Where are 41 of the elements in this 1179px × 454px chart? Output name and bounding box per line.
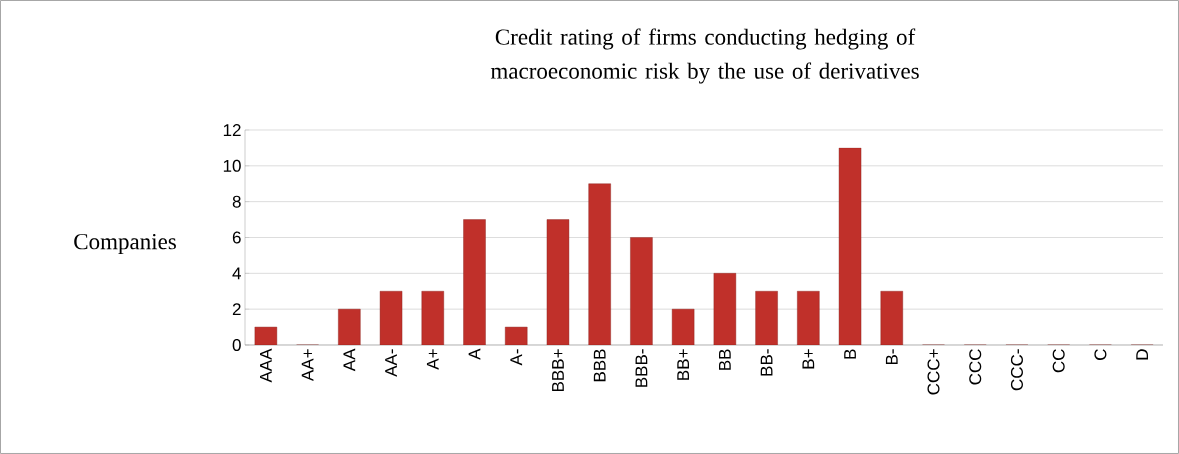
x-tick-label: CC [1052, 349, 1065, 373]
x-tick-label: D [1136, 349, 1148, 360]
x-tick-label: BB+ [677, 349, 689, 380]
bar [421, 291, 444, 345]
x-tick-label: CCC+ [927, 349, 940, 395]
x-tick-label: A+ [426, 349, 439, 370]
x-tick-label: AAA [260, 348, 272, 383]
x-tick-label: B- [885, 349, 898, 365]
y-tick-label: 6 [232, 231, 241, 244]
x-tick-label: C [1094, 349, 1107, 360]
x-tick-label: AA- [385, 349, 397, 377]
y-tick-label: 12 [223, 124, 241, 136]
x-tick-label: AA [343, 348, 356, 372]
x-tick-label: BBB [593, 349, 606, 382]
y-tick-label: 8 [232, 195, 241, 208]
x-tick-label: B [844, 349, 856, 359]
x-tick-label: AA+ [301, 349, 314, 382]
bar [338, 308, 361, 345]
bar [838, 147, 862, 345]
bar [880, 291, 903, 345]
y-tick-label: 10 [223, 159, 241, 172]
bar [463, 219, 486, 345]
x-tick-label: A [468, 348, 481, 360]
bar [588, 183, 611, 345]
x-tick-label: BB [719, 349, 731, 370]
y-tick-label: 0 [232, 338, 241, 352]
x-tick-label: A- [510, 349, 523, 366]
x-tick-label: BBB+ [552, 349, 564, 392]
y-tick-label: 4 [232, 267, 241, 280]
x-tick-label: CCC [969, 349, 982, 385]
x-tick-label: CCC- [1010, 349, 1023, 391]
x-tick-label: BBB- [635, 349, 648, 387]
bar [755, 291, 778, 345]
x-tick-label: B+ [802, 349, 815, 369]
y-tick-label: 2 [232, 303, 241, 316]
bar [797, 291, 820, 345]
bar [630, 237, 653, 345]
chart-title: Credit rating of firms conducting hedging of macroeconomic risk by the use of derivatives [490, 28, 919, 84]
bar [546, 219, 570, 345]
y-axis-title: Companies [74, 233, 176, 255]
x-tick-label: BB- [760, 349, 773, 376]
